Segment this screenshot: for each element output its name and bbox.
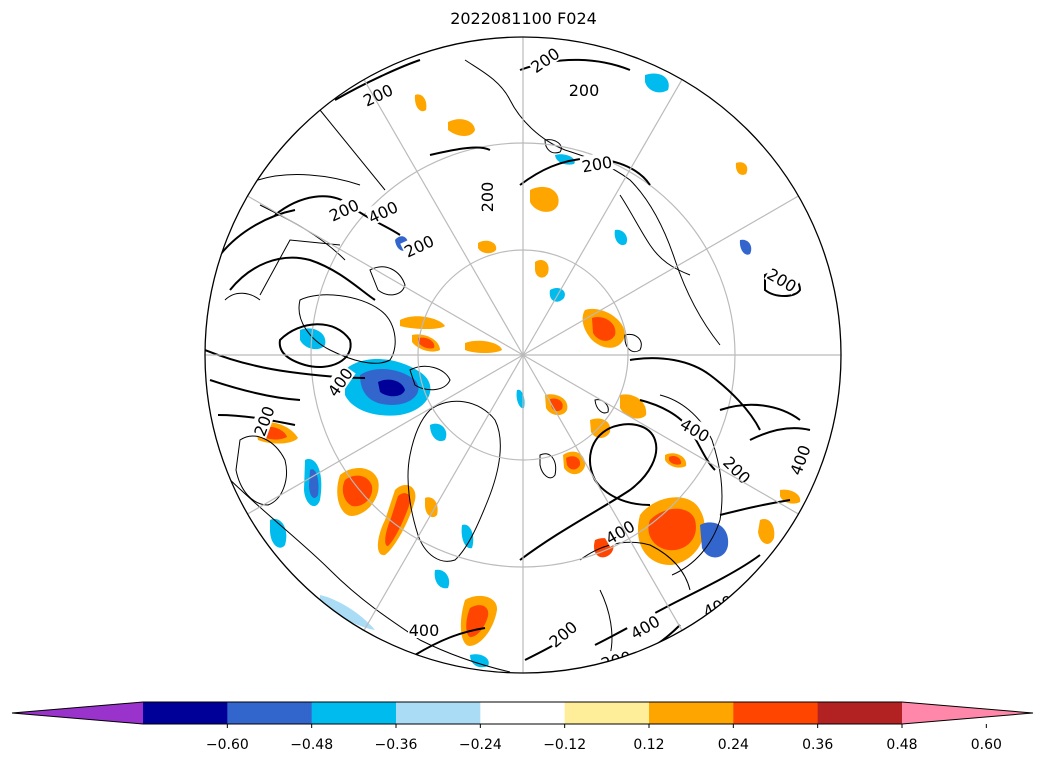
- colorbar-segment: [311, 702, 397, 724]
- contour-label-bg: [477, 181, 495, 213]
- meridian-line: [363, 79, 524, 356]
- contour-label-bg: [699, 590, 736, 621]
- contour-label: 200: [599, 647, 633, 673]
- colorbar-segment: [480, 702, 566, 724]
- contour-label-bg: [677, 413, 714, 445]
- contour-label: 200: [527, 44, 563, 77]
- colorbar-segment: [649, 702, 734, 724]
- colorbar-segment: [733, 702, 819, 724]
- contour-label: 200: [764, 265, 800, 297]
- contour-label-bg: [544, 616, 581, 651]
- contour-label-bg: [526, 42, 563, 76]
- meridian-line: [522, 354, 683, 631]
- contour-label-bg: [626, 610, 663, 642]
- contour-label: 200: [569, 81, 600, 100]
- colorbar-tick-label: −0.48: [290, 737, 333, 753]
- colorbar-extend-max: [902, 702, 1033, 724]
- contour-label-bg: [400, 230, 437, 261]
- map-boundary: [204, 36, 842, 674]
- contour-label: 400: [677, 415, 713, 447]
- colorbar-tick-label: −0.36: [375, 737, 418, 753]
- meridian-line: [363, 354, 524, 631]
- colorbar-segment: [817, 702, 903, 724]
- colorbar-segment: [564, 702, 650, 724]
- meridians: [205, 37, 841, 673]
- colorbar-tick-label: 0.36: [802, 737, 833, 753]
- colorbar-segment: [396, 702, 481, 724]
- contour-label: 400: [786, 443, 814, 478]
- contour-label-bg: [359, 79, 396, 110]
- meridian-line: [522, 79, 683, 356]
- colorbar-tick-label: 0.48: [886, 737, 917, 753]
- colorbar-segment: [227, 702, 313, 724]
- colorbar-outline: [11, 701, 1034, 725]
- contour-label-bg: [364, 196, 401, 227]
- contour-label: 400: [627, 612, 663, 644]
- colorbar-tick-label: −0.60: [206, 737, 249, 753]
- contour-label: 200: [478, 182, 497, 213]
- colorbar-tick-label: −0.12: [543, 737, 586, 753]
- contour-label: 200: [580, 152, 613, 176]
- contour-label-bg: [322, 363, 356, 400]
- contour-label-bg: [601, 515, 638, 547]
- colorbar-segment: [143, 702, 228, 724]
- contour-label-bg: [785, 441, 813, 478]
- height-contours: [205, 58, 811, 661]
- contour-label-bg: [720, 451, 756, 487]
- meridian-line: [247, 195, 524, 356]
- colorbar: −0.60 −0.48 −0.36 −0.24 −0.12 0.12 0.24 0.36 0.4…: [11, 701, 1034, 753]
- map-title: 2022081100 F024: [450, 9, 597, 28]
- coastlines: [219, 59, 723, 673]
- contour-label: 400: [409, 621, 440, 640]
- contour-label: 200: [719, 453, 754, 488]
- colorbar-tick-label: 0.24: [718, 737, 749, 753]
- meridian-line: [522, 195, 799, 356]
- colorbar-tick-label: 0.60: [971, 737, 1002, 753]
- contour-label-bg: [408, 620, 440, 638]
- colorbar-tick-label: −0.24: [459, 737, 502, 753]
- anomaly-shading: [255, 73, 801, 668]
- meridian-line: [522, 354, 799, 515]
- contour-label-bg: [249, 402, 277, 439]
- colorbar-extend-min: [12, 702, 143, 724]
- colorbar-tick-label: 0.12: [633, 737, 664, 753]
- contour-label-bg: [764, 263, 801, 295]
- contour-label-bg: [579, 151, 615, 175]
- meridian-line: [247, 354, 524, 515]
- contour-label-bg: [325, 194, 362, 225]
- contour-label-bg: [568, 80, 600, 98]
